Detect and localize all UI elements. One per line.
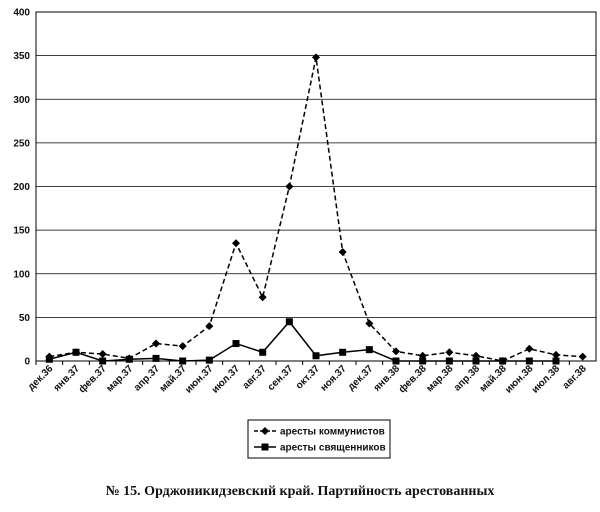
point [338, 247, 347, 256]
point [72, 348, 80, 356]
point [472, 357, 480, 365]
x-tick-label: сен.37 [266, 363, 296, 393]
series-line [49, 320, 556, 362]
point [258, 293, 267, 302]
point [445, 357, 453, 365]
point [525, 357, 533, 365]
point [392, 357, 400, 365]
x-tick-label: дек.36 [26, 363, 56, 393]
x-tick-label: окт.37 [294, 363, 323, 392]
point [552, 357, 560, 365]
point [392, 347, 400, 356]
point [232, 340, 240, 348]
x-tick-label: фев.38 [396, 362, 429, 395]
y-tick-label: 50 [19, 313, 31, 324]
point [259, 348, 267, 356]
x-tick-label: апр.37 [132, 363, 162, 393]
x-tick-label: авг.38 [561, 363, 589, 391]
point [205, 322, 214, 331]
x-tick-label: июл.37 [210, 363, 243, 396]
point [445, 348, 454, 357]
y-tick-label: 300 [13, 95, 30, 106]
point [179, 357, 187, 365]
point [99, 357, 107, 365]
x-tick-label: ноя.37 [319, 363, 350, 394]
legend-marker [261, 427, 269, 435]
legend-label: аресты священников [280, 443, 386, 454]
y-tick-label: 400 [13, 8, 30, 19]
point [365, 346, 373, 354]
x-tick-label: дек.37 [346, 363, 376, 393]
y-tick-label: 100 [13, 269, 30, 280]
point [578, 352, 587, 361]
point [178, 342, 187, 351]
point [232, 239, 240, 248]
point [45, 355, 53, 363]
point [339, 348, 347, 356]
y-tick-label: 150 [13, 226, 30, 237]
point [499, 357, 507, 365]
x-tick-label: мар.37 [104, 363, 135, 394]
point [152, 354, 160, 362]
x-tick-label: мар.38 [424, 363, 455, 394]
point [285, 318, 293, 326]
legend-label: аресты коммунистов [280, 427, 385, 438]
point [205, 356, 213, 364]
plot-frame [35, 11, 597, 362]
legend-box [247, 419, 391, 459]
y-tick-label: 250 [13, 138, 30, 149]
point [525, 344, 534, 353]
y-tick-label: 200 [13, 182, 30, 193]
chart-caption: № 15. Орджоникидзевский край. Партийност… [106, 484, 495, 499]
point [552, 350, 560, 359]
point [312, 352, 320, 360]
x-tick-label: авг.37 [241, 363, 269, 391]
x-tick-label: июн.37 [183, 363, 216, 396]
x-tick-label: апр.38 [452, 363, 482, 393]
x-tick-label: фев.37 [76, 362, 109, 395]
y-tick-label: 350 [13, 51, 30, 62]
legend-marker [261, 443, 269, 451]
x-tick-label: июл.38 [530, 363, 563, 396]
x-tick-label: июн.38 [503, 363, 536, 396]
series-line [49, 57, 583, 362]
point [365, 319, 374, 328]
point [125, 355, 133, 363]
point [285, 182, 294, 191]
point [98, 350, 107, 359]
point [419, 357, 427, 365]
point [152, 339, 160, 348]
y-tick-label: 0 [24, 357, 30, 368]
point [312, 53, 320, 62]
